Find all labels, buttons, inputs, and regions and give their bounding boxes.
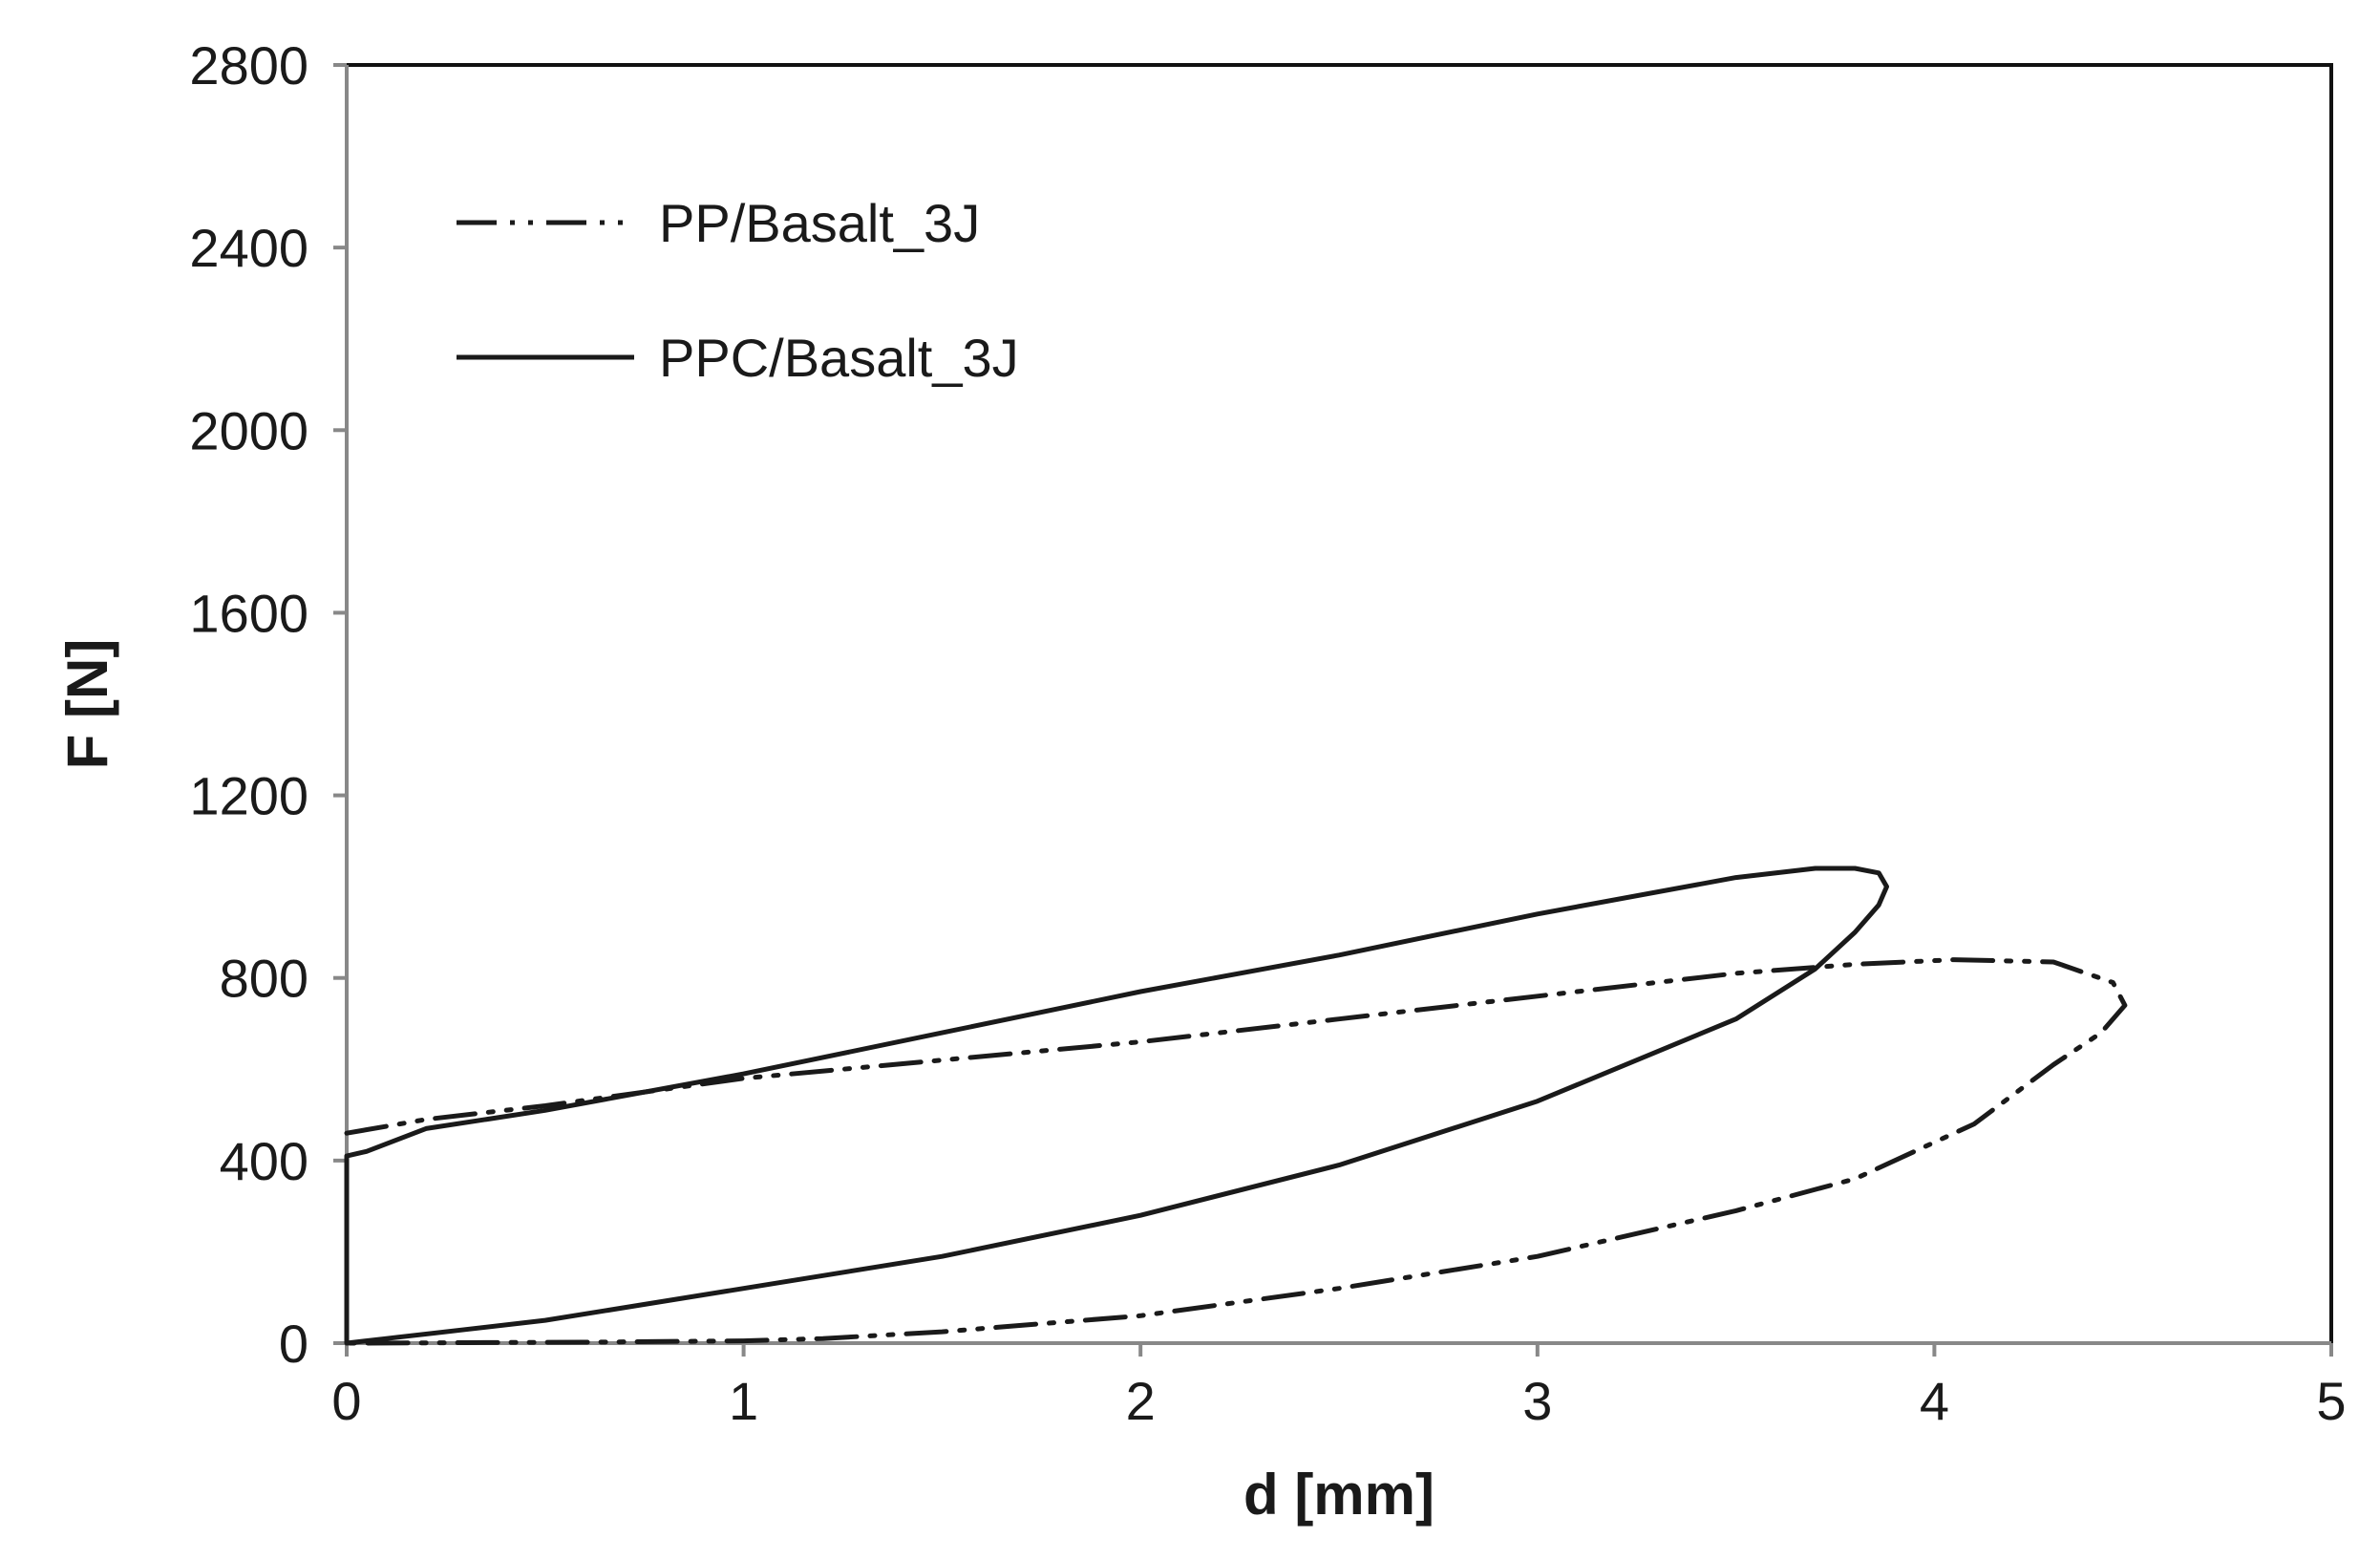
y-tick-label: 400 [220,1131,308,1191]
x-tick-label: 3 [1522,1371,1552,1431]
y-axis-title: F [N] [55,639,119,770]
y-tick-label: 800 [220,949,308,1009]
x-tick-label: 2 [1126,1371,1156,1431]
series-line-2 [344,865,1889,1346]
x-tick-label: 1 [729,1371,758,1431]
y-tick-label: 1200 [189,766,308,826]
y-tick-label: 2400 [189,218,308,278]
y-tick-label: 2800 [189,35,308,96]
legend-label-1: PP/Basalt_3J [659,193,980,253]
plot-frame [345,63,2333,1345]
series-line-1 [344,957,2128,1346]
legend: PP/Basalt_3J PPC/Basalt_3J [457,193,1019,388]
x-tick-label: 4 [1920,1371,1949,1431]
x-tick-label: 5 [2316,1371,2346,1431]
y-tick-label: 1600 [189,583,308,643]
y-tick-label: 2000 [189,400,308,460]
x-axis-title: d [mm] [1243,1463,1434,1527]
y-tick-label: 0 [279,1314,308,1374]
x-tick-label: 0 [331,1371,361,1431]
series-layer [344,865,2128,1346]
ticks-layer: 0 1 2 3 4 5 0 400 800 1200 1600 2000 2400 2800 [189,35,2346,1431]
legend-label-2: PPC/Basalt_3J [659,328,1019,388]
